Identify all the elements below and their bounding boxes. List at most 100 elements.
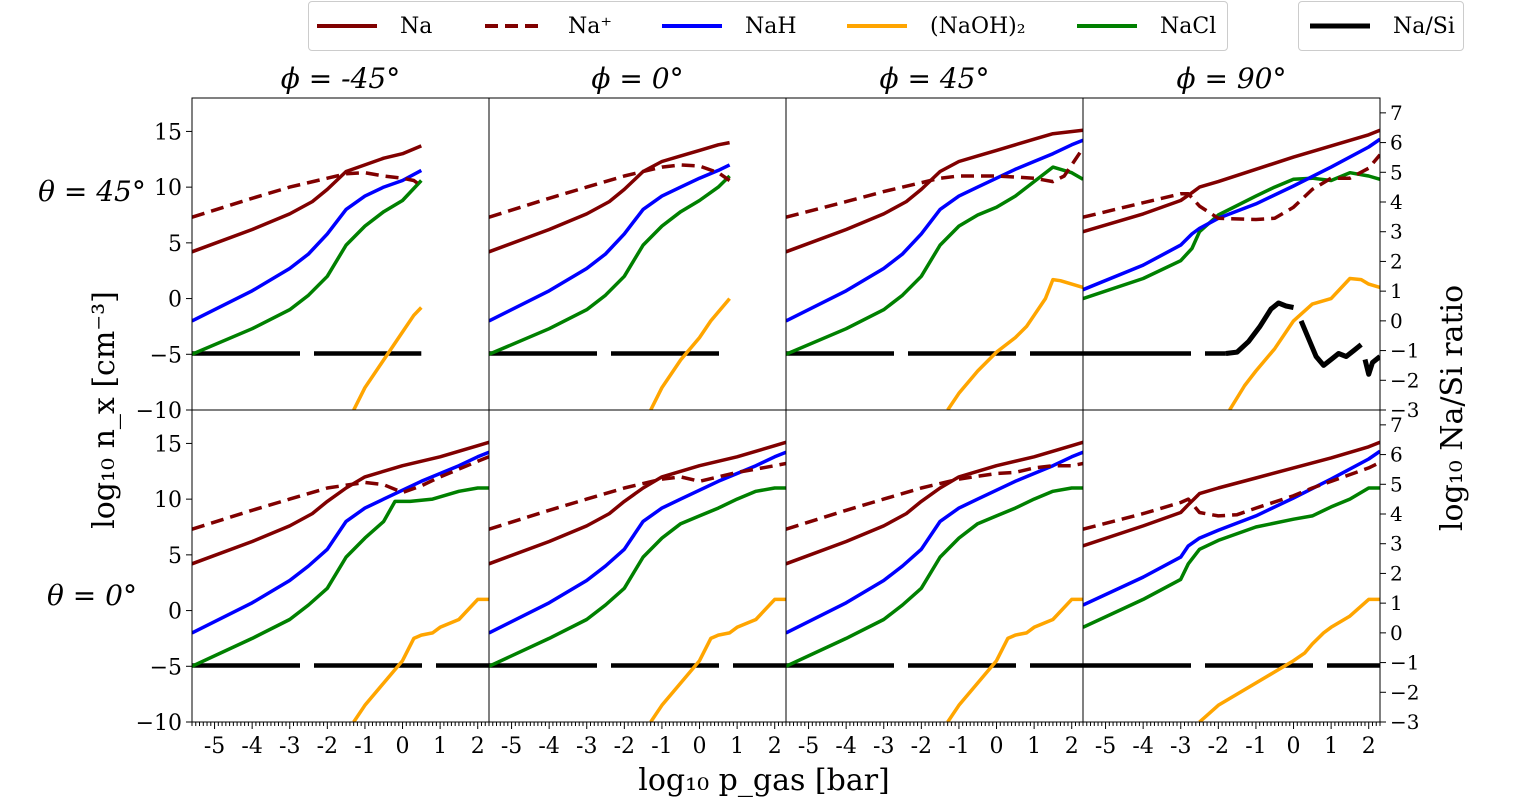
- panel-r1-c1: -5 -4 -3 -2 -1 0 1 2: [488, 409, 787, 759]
- y2tick-label: −1: [1390, 339, 1419, 363]
- ytick-label: 15: [154, 432, 182, 457]
- xtick-label: -1: [1245, 734, 1266, 759]
- series-naoh2: [946, 597, 1083, 722]
- y2tick-label: 4: [1390, 190, 1403, 214]
- legend-item-na: Na: [316, 2, 432, 50]
- xtick-label: -4: [241, 734, 262, 759]
- legend-item-nah: NaH: [661, 2, 797, 50]
- series-nah: [1083, 449, 1380, 607]
- xtick-label: -3: [576, 734, 597, 759]
- legend-ratio: Na/Si: [1298, 1, 1464, 51]
- series-naoh2: [946, 277, 1083, 410]
- legend-item-nacl: NaCl: [1076, 2, 1216, 50]
- legend-swatch: [485, 24, 545, 28]
- legend-label: Na/Si: [1393, 13, 1455, 39]
- panel-frame: [1082, 409, 1381, 723]
- xtick-label: 1: [730, 734, 744, 759]
- xtick-label: -3: [279, 734, 300, 759]
- series-naoh2: [352, 306, 423, 410]
- y2tick-label: 5: [1390, 472, 1403, 496]
- xtick-label: -1: [354, 734, 375, 759]
- series-nacl: [1083, 486, 1380, 629]
- y2tick-label: −3: [1390, 398, 1419, 422]
- series-naoh2: [649, 597, 786, 722]
- xtick-label: -5: [798, 734, 819, 759]
- xtick-label: 1: [1324, 734, 1338, 759]
- y2tick-label: −2: [1390, 368, 1419, 392]
- legend-label: Na⁺: [568, 13, 612, 39]
- y2tick-label: −1: [1390, 651, 1419, 675]
- panel-r0-c3: −3 −2 −1 0 1 2 3 4 5 6 7: [1082, 97, 1419, 422]
- col-title-2: ϕ = 45°: [880, 62, 990, 95]
- y2tick-label: 0: [1390, 309, 1403, 333]
- series-nacl: [786, 165, 1083, 356]
- series-nasi-solid-a: [1225, 300, 1294, 356]
- legend-swatch: [1310, 23, 1370, 29]
- legend-label: Na: [400, 13, 433, 39]
- y2tick-label: 6: [1390, 443, 1403, 467]
- series-na: [1083, 128, 1380, 234]
- y2tick-label: 1: [1390, 591, 1403, 615]
- series-nacl: [489, 486, 786, 668]
- legend-label: NaH: [745, 13, 797, 39]
- y2tick-label: 5: [1390, 160, 1403, 184]
- series-na: [1083, 440, 1380, 548]
- xtick-label: 2: [471, 734, 485, 759]
- panel-r0-c2: [785, 97, 1084, 411]
- legend-main: Na Na⁺ NaH (NaOH)₂ NaCl: [308, 1, 1228, 51]
- legend-label: (NaOH)₂: [930, 13, 1026, 39]
- y2tick-label: 1: [1390, 279, 1403, 303]
- legend-item-naoh2: (NaOH)₂: [846, 2, 1026, 50]
- xtick-label: 0: [1287, 734, 1301, 759]
- xtick-label: 1: [1027, 734, 1041, 759]
- xtick-label: 2: [1065, 734, 1079, 759]
- y2tick-label: 0: [1390, 621, 1403, 645]
- series-nah: [1083, 137, 1380, 292]
- y2tick-label: 3: [1390, 532, 1403, 556]
- y2-axis-label: log₁₀ Na/Si ratio: [1435, 285, 1470, 531]
- series-nah: [489, 163, 731, 323]
- ytick-label: 0: [168, 288, 182, 313]
- series-naplus: [1083, 460, 1380, 531]
- series-naplus: [786, 147, 1083, 219]
- series-naoh2: [352, 597, 489, 722]
- ytick-label: −5: [150, 343, 182, 368]
- series-na: [192, 440, 489, 566]
- xtick-label: -2: [911, 734, 932, 759]
- series-nah: [786, 450, 1083, 635]
- series-na: [192, 144, 422, 254]
- y2tick-label: 2: [1390, 249, 1403, 273]
- ytick-label: 5: [168, 232, 182, 257]
- col-title-1: ϕ = 0°: [591, 62, 683, 95]
- series-naoh2: [1198, 597, 1380, 722]
- xtick-label: 1: [433, 734, 447, 759]
- series-na: [786, 128, 1083, 254]
- xtick-label: -3: [873, 734, 894, 759]
- y2tick-label: 3: [1390, 220, 1403, 244]
- series-nah: [192, 450, 489, 635]
- xtick-label: 0: [990, 734, 1004, 759]
- y-axis-label: log₁₀ n_x [cm⁻³]: [87, 291, 122, 529]
- series-nacl: [489, 174, 731, 356]
- series-naplus: [192, 170, 423, 219]
- series-nacl: [786, 486, 1083, 668]
- xtick-label: 0: [693, 734, 707, 759]
- legend-label: NaCl: [1160, 13, 1217, 39]
- series-na: [786, 440, 1083, 566]
- xtick-label: -1: [948, 734, 969, 759]
- panel-r1-c2: -5 -4 -3 -2 -1 0 1 2: [785, 409, 1084, 759]
- series-nacl: [192, 486, 489, 668]
- series-nacl: [192, 179, 423, 356]
- xtick-label: -5: [204, 734, 225, 759]
- row-title-1: θ = 0°: [47, 579, 137, 612]
- xtick-label: -2: [614, 734, 635, 759]
- col-title-3: ϕ = 90°: [1177, 62, 1287, 95]
- series-naplus: [489, 163, 731, 219]
- series-nah: [786, 138, 1083, 323]
- legend-swatch: [847, 24, 907, 28]
- panel-r0-c0: −10 −5 0 5 10 15: [136, 97, 490, 424]
- y2tick-label: −3: [1390, 710, 1419, 734]
- xtick-label: -2: [1208, 734, 1229, 759]
- ytick-label: −10: [136, 711, 182, 736]
